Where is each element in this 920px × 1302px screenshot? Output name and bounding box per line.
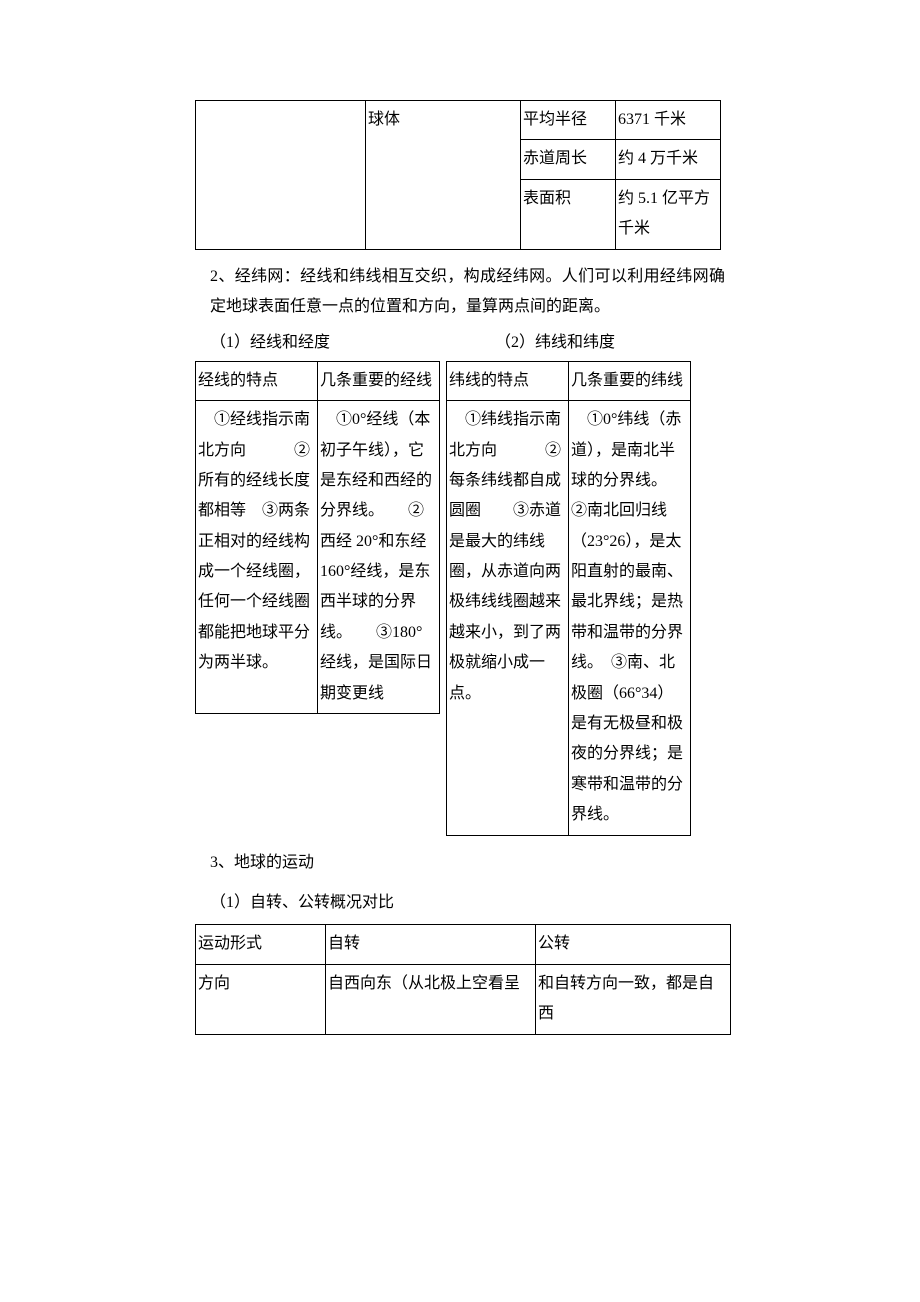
two-tables-wrapper: 经线的特点 几条重要的经线 ①经线指示南北方向 ②所有的经线长度都相等 ③两条正…	[195, 361, 740, 836]
t1-c1	[196, 101, 366, 250]
tR-b1: ①纬线指示南北方向 ②每条纬线都自成圆圈 ③赤道是最大的纬线圈，从赤道向两极纬线…	[447, 401, 569, 835]
t3-r1c2: 自转	[326, 925, 536, 964]
t1-r3c4: 约 5.1 亿平方千米	[616, 179, 721, 249]
latitude-table: 纬线的特点 几条重要的纬线 ①纬线指示南北方向 ②每条纬线都自成圆圈 ③赤道是最…	[446, 361, 691, 836]
t3-r1c3: 公转	[536, 925, 731, 964]
t1-c2: 球体	[366, 101, 521, 250]
subheading-2: （2）纬线和纬度	[495, 328, 615, 358]
tR-h1: 纬线的特点	[447, 361, 569, 400]
tR-b2: ①0°纬线（赤道），是南北半球的分界线。 ②南北回归线（23°26），是太阳直射…	[569, 401, 691, 835]
t3-r2c2: 自西向东（从北极上空看呈	[326, 964, 536, 1034]
meridian-table: 经线的特点 几条重要的经线 ①经线指示南北方向 ②所有的经线长度都相等 ③两条正…	[195, 361, 440, 714]
tL-h1: 经线的特点	[196, 361, 318, 400]
t1-r1c3: 平均半径	[521, 101, 616, 140]
t3-r1c1: 运动形式	[196, 925, 326, 964]
tL-b1: ①经线指示南北方向 ②所有的经线长度都相等 ③两条正相对的经线构成一个经线圈，任…	[196, 401, 318, 714]
tL-b2: ①0°经线（本初子午线），它是东经和西经的分界线。 ②西经 20°和东经 160…	[318, 401, 440, 714]
t1-r1c4: 6371 千米	[616, 101, 721, 140]
t1-r3c3: 表面积	[521, 179, 616, 249]
paragraph-2: 2、经纬网：经线和纬线相互交织，构成经纬网。人们可以利用经纬网确定地球表面任意一…	[210, 262, 725, 323]
t1-r2c3: 赤道周长	[521, 140, 616, 179]
tL-h2: 几条重要的经线	[318, 361, 440, 400]
t1-r2c4: 约 4 万千米	[616, 140, 721, 179]
subheading-1: （1）经线和经度	[210, 328, 495, 358]
tR-h2: 几条重要的纬线	[569, 361, 691, 400]
t3-r2c1: 方向	[196, 964, 326, 1034]
heading-3-1: （1）自转、公转概况对比	[210, 888, 740, 918]
subheading-row: （1）经线和经度 （2）纬线和纬度	[210, 328, 740, 358]
t3-r2c3: 和自转方向一致，都是自西	[536, 964, 731, 1034]
rotation-revolution-table: 运动形式 自转 公转 方向 自西向东（从北极上空看呈 和自转方向一致，都是自西	[195, 924, 731, 1034]
earth-shape-table: 球体 平均半径 6371 千米 赤道周长 约 4 万千米 表面积 约 5.1 亿…	[195, 100, 721, 250]
heading-3: 3、地球的运动	[210, 848, 740, 878]
